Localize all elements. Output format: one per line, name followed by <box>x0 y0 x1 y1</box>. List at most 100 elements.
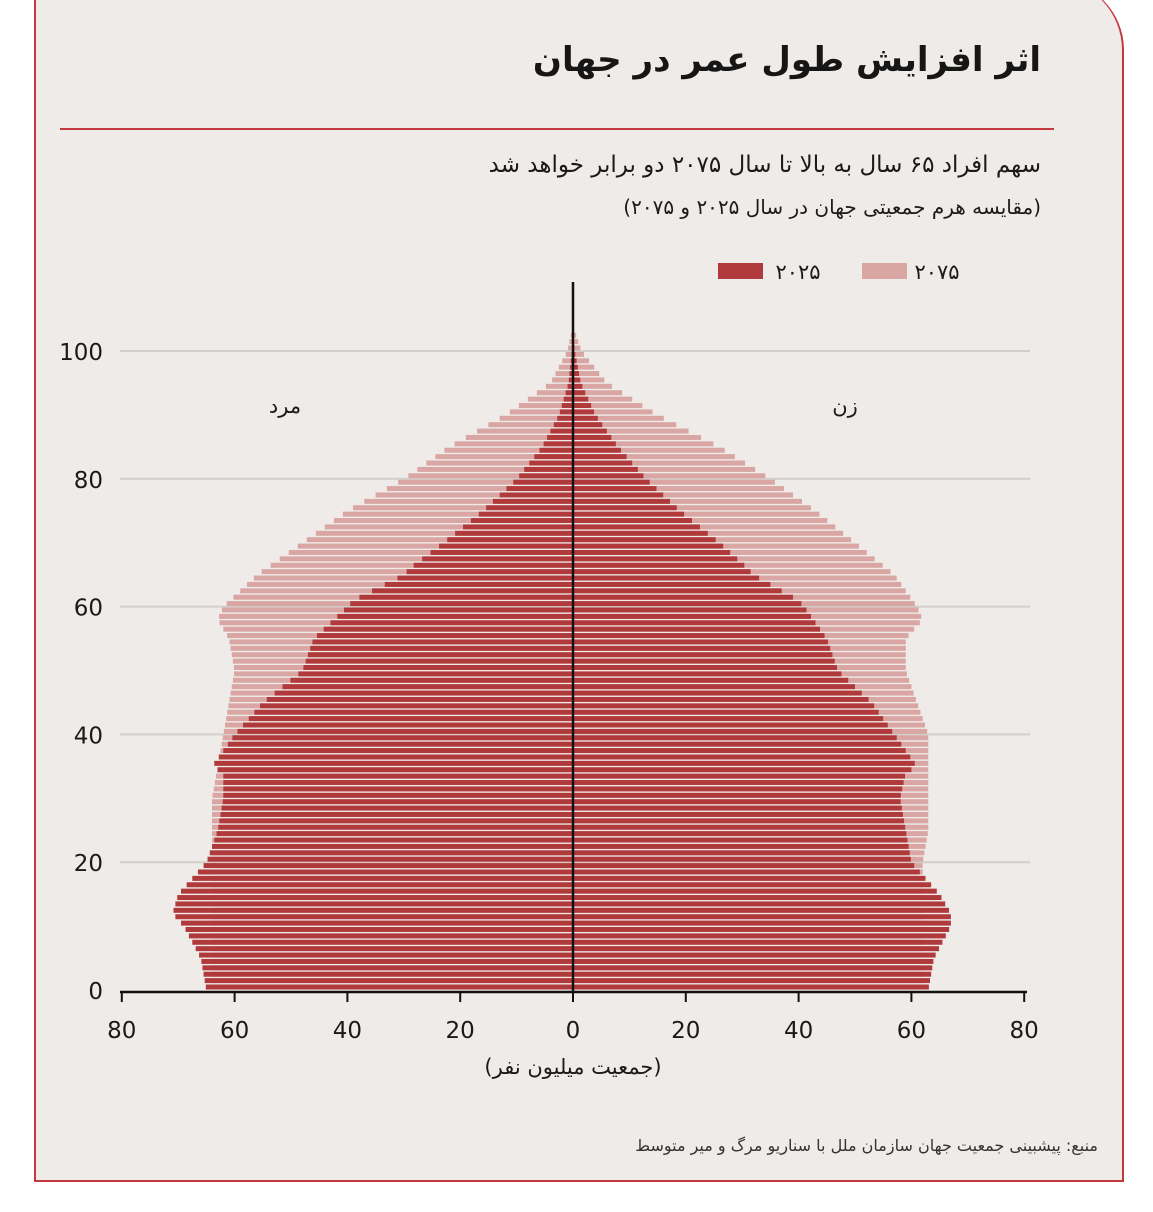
bar-2025-male <box>214 837 573 843</box>
bar-2075-male <box>555 371 573 377</box>
bar-2025-female <box>573 620 816 626</box>
bar-2075-male <box>398 479 573 485</box>
bar-2025-male <box>397 575 573 581</box>
bar-2025-female <box>573 581 771 587</box>
bar-2025-female <box>573 792 901 798</box>
bar-2075-female <box>573 415 664 421</box>
bar-2025-male <box>175 901 573 907</box>
bar-2075-male <box>562 358 573 364</box>
bar-2075-male <box>315 530 573 536</box>
bar-2025-female <box>573 518 693 524</box>
x-ticks: 80 60 40 20 0 20 40 60 80 <box>107 992 1039 1044</box>
bar-2025-female <box>573 895 942 901</box>
male-side-label: مرد <box>269 394 301 418</box>
bar-2025-male <box>553 422 573 428</box>
bar-2075-male <box>509 409 573 415</box>
bar-2025-male <box>312 639 573 645</box>
bar-2025-female <box>573 658 835 664</box>
bar-2025-male <box>413 562 573 568</box>
bar-2025-male <box>310 645 573 651</box>
bar-2025-female <box>573 415 598 421</box>
bar-2025-male <box>455 530 573 536</box>
bar-2025-female <box>573 422 603 428</box>
bar-2075-male <box>552 377 573 383</box>
bar-2025-male <box>192 939 574 945</box>
bar-2075-female <box>573 447 725 453</box>
bar-2025-female <box>573 690 862 696</box>
bar-2025-female <box>573 537 716 543</box>
bar-2025-female <box>573 946 940 952</box>
bar-2025-female <box>573 773 906 779</box>
bar-2025-male <box>202 965 573 971</box>
bar-2025-male <box>223 780 573 786</box>
bar-2025-female <box>573 524 700 530</box>
bar-2075-female <box>573 498 802 504</box>
bar-2025-male <box>439 543 573 549</box>
bar-2025-female <box>573 492 664 498</box>
chart-title: اثر افزایش طول عمر در جهان <box>532 40 1041 80</box>
bar-2025-female <box>573 741 902 747</box>
bar-2025-female <box>573 684 855 690</box>
bar-2025-male <box>492 498 573 504</box>
bar-2025-female <box>573 434 612 440</box>
bar-2025-male <box>547 434 573 440</box>
bar-2025-female <box>573 907 949 913</box>
bar-2025-female <box>573 748 906 754</box>
bar-2025-female <box>573 556 738 562</box>
bar-2025-male <box>205 984 573 990</box>
bar-2075-male <box>342 511 573 517</box>
bar-2025-female <box>573 486 657 492</box>
bar-2025-male <box>181 888 573 894</box>
bar-2025-female <box>573 920 951 926</box>
bar-2075-female <box>573 518 828 524</box>
bar-2025-female <box>573 888 937 894</box>
bar-2075-female <box>573 492 793 498</box>
bar-2025-female <box>573 958 934 964</box>
bar-2075-male <box>454 441 573 447</box>
bar-2025-female <box>573 396 589 402</box>
bar-2025-male <box>173 907 573 913</box>
bar-2025-male <box>232 735 573 741</box>
x-tick-label: 40 <box>333 1018 362 1044</box>
bar-2075-female <box>573 479 775 485</box>
bar-2075-female <box>573 358 590 364</box>
bar-2025-male <box>563 396 573 402</box>
bar-2025-male <box>254 709 573 715</box>
bar-2025-male <box>177 895 573 901</box>
source-note: منبع: پیشبینی جمعیت جهان سازمان ملل با س… <box>635 1136 1098 1155</box>
bar-2025-female <box>573 562 745 568</box>
bar-2025-female <box>573 613 812 619</box>
bar-2025-female <box>573 971 932 977</box>
bar-2025-female <box>573 754 911 760</box>
bar-2075-female <box>573 339 579 345</box>
bar-2025-male <box>447 537 573 543</box>
bar-2025-female <box>573 824 906 830</box>
y-tick-label: 20 <box>74 851 103 877</box>
bar-2025-male <box>223 792 573 798</box>
bar-2025-female <box>573 633 825 639</box>
bar-2025-female <box>573 831 907 837</box>
bar-2075-female <box>573 422 677 428</box>
bar-2025-male <box>330 620 573 626</box>
bar-2025-male <box>237 728 574 734</box>
bar-2075-female <box>573 403 643 409</box>
bar-2025-female <box>573 901 946 907</box>
bars-2025 <box>173 332 951 990</box>
bar-2025-male <box>430 549 573 555</box>
bar-2025-female <box>573 978 931 984</box>
bar-2025-female <box>573 696 869 702</box>
bar-2025-female <box>573 952 936 958</box>
bar-2025-male <box>216 831 573 837</box>
x-tick-label: 40 <box>784 1018 813 1044</box>
bar-2075-female <box>573 524 836 530</box>
bar-2025-male <box>422 556 573 562</box>
bar-2025-female <box>573 805 902 811</box>
bar-2025-male <box>199 952 573 958</box>
bar-2025-male <box>248 716 573 722</box>
bar-2025-male <box>384 581 573 587</box>
bar-2075-female <box>573 332 577 338</box>
bar-2075-male <box>324 524 573 530</box>
bar-2025-female <box>573 409 595 415</box>
chart-subtitle-note: (مقایسه هرم جمعیتی جهان در سال ۲۰۲۵ و ۲۰… <box>623 195 1041 219</box>
bar-2025-male <box>217 767 573 773</box>
